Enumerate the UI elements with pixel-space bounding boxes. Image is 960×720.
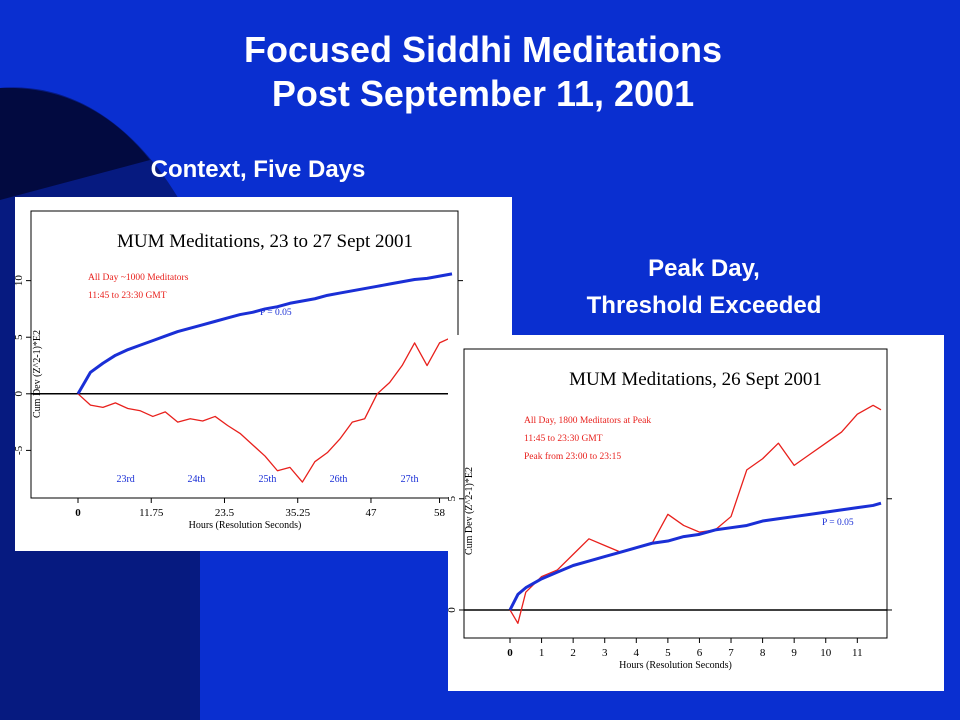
series-line — [76, 272, 453, 395]
annotation: 11:45 to 23:30 GMT — [88, 291, 167, 301]
x-tick-label: 47 — [365, 507, 377, 519]
series-line — [508, 501, 882, 611]
x-tick-label: 9 — [791, 647, 797, 659]
x-tick-label: 8 — [760, 647, 766, 659]
day-label: 27th — [401, 474, 419, 485]
x-tick-label: 5 — [665, 647, 671, 659]
x-tick-label: 0 — [75, 507, 81, 519]
day-label: 24th — [188, 474, 206, 485]
x-tick-label: 1 — [539, 647, 545, 659]
y-tick-label: 5 — [446, 496, 458, 502]
x-tick-label: 4 — [634, 647, 640, 659]
y-tick-label: 10 — [13, 275, 25, 287]
y-tick-label: 0 — [446, 607, 458, 613]
y-tick-label: -5 — [13, 445, 25, 455]
annotation: P = 0.05 — [822, 518, 854, 528]
chart-title: MUM Meditations, 26 Sept 2001 — [569, 369, 822, 390]
x-tick-label: 35.25 — [285, 507, 310, 519]
x-tick-label: 3 — [602, 647, 608, 659]
series-line — [509, 404, 882, 624]
x-tick-label: 10 — [820, 647, 832, 659]
y-tick-label: 0 — [13, 391, 25, 397]
chart-panel — [448, 335, 944, 691]
title: Post September 11, 2001 — [272, 73, 694, 114]
x-tick-label: 58 — [434, 507, 446, 519]
chart-panel — [15, 197, 512, 551]
x-axis-label: Hours (Resolution Seconds) — [619, 660, 732, 671]
x-axis-label: Hours (Resolution Seconds) — [189, 520, 302, 531]
day-label: 23rd — [116, 474, 134, 485]
title: Focused Siddhi Meditations — [244, 29, 722, 70]
day-label: 26th — [330, 474, 348, 485]
day-label: 25th — [259, 474, 277, 485]
x-tick-label: 0 — [507, 647, 513, 659]
annotation: 11:45 to 23:30 GMT — [524, 434, 603, 444]
decor-arc-dark — [0, 87, 150, 200]
chart-title: MUM Meditations, 23 to 27 Sept 2001 — [117, 231, 413, 252]
x-tick-label: 6 — [697, 647, 703, 659]
series-line — [77, 336, 453, 483]
x-tick-label: 11.75 — [139, 507, 164, 519]
y-tick-label: 5 — [13, 334, 25, 340]
x-tick-label: 2 — [570, 647, 576, 659]
y-axis-label: Cum Dev (Z^2-1)*E2 — [464, 467, 475, 555]
annotation: All Day ~1000 Meditators — [88, 273, 189, 283]
annotation: All Day, 1800 Meditators at Peak — [524, 416, 651, 426]
x-tick-label: 7 — [728, 647, 734, 659]
caption: Peak Day, — [648, 255, 760, 282]
x-tick-label: 23.5 — [215, 507, 235, 519]
y-axis-label: Cum Dev (Z^2-1)*E2 — [32, 330, 43, 418]
x-tick-label: 11 — [852, 647, 863, 659]
annotation: Peak from 23:00 to 23:15 — [524, 451, 621, 462]
annotation: P = 0.05 — [260, 308, 292, 318]
caption: Threshold Exceeded — [587, 292, 822, 319]
caption: Context, Five Days — [151, 156, 366, 183]
